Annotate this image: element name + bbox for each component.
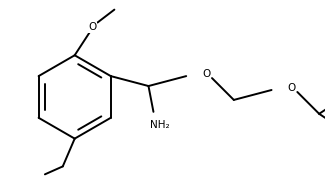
Text: O: O	[88, 22, 97, 32]
Text: O: O	[287, 83, 295, 93]
Text: NH₂: NH₂	[150, 120, 169, 130]
Text: O: O	[202, 69, 210, 79]
